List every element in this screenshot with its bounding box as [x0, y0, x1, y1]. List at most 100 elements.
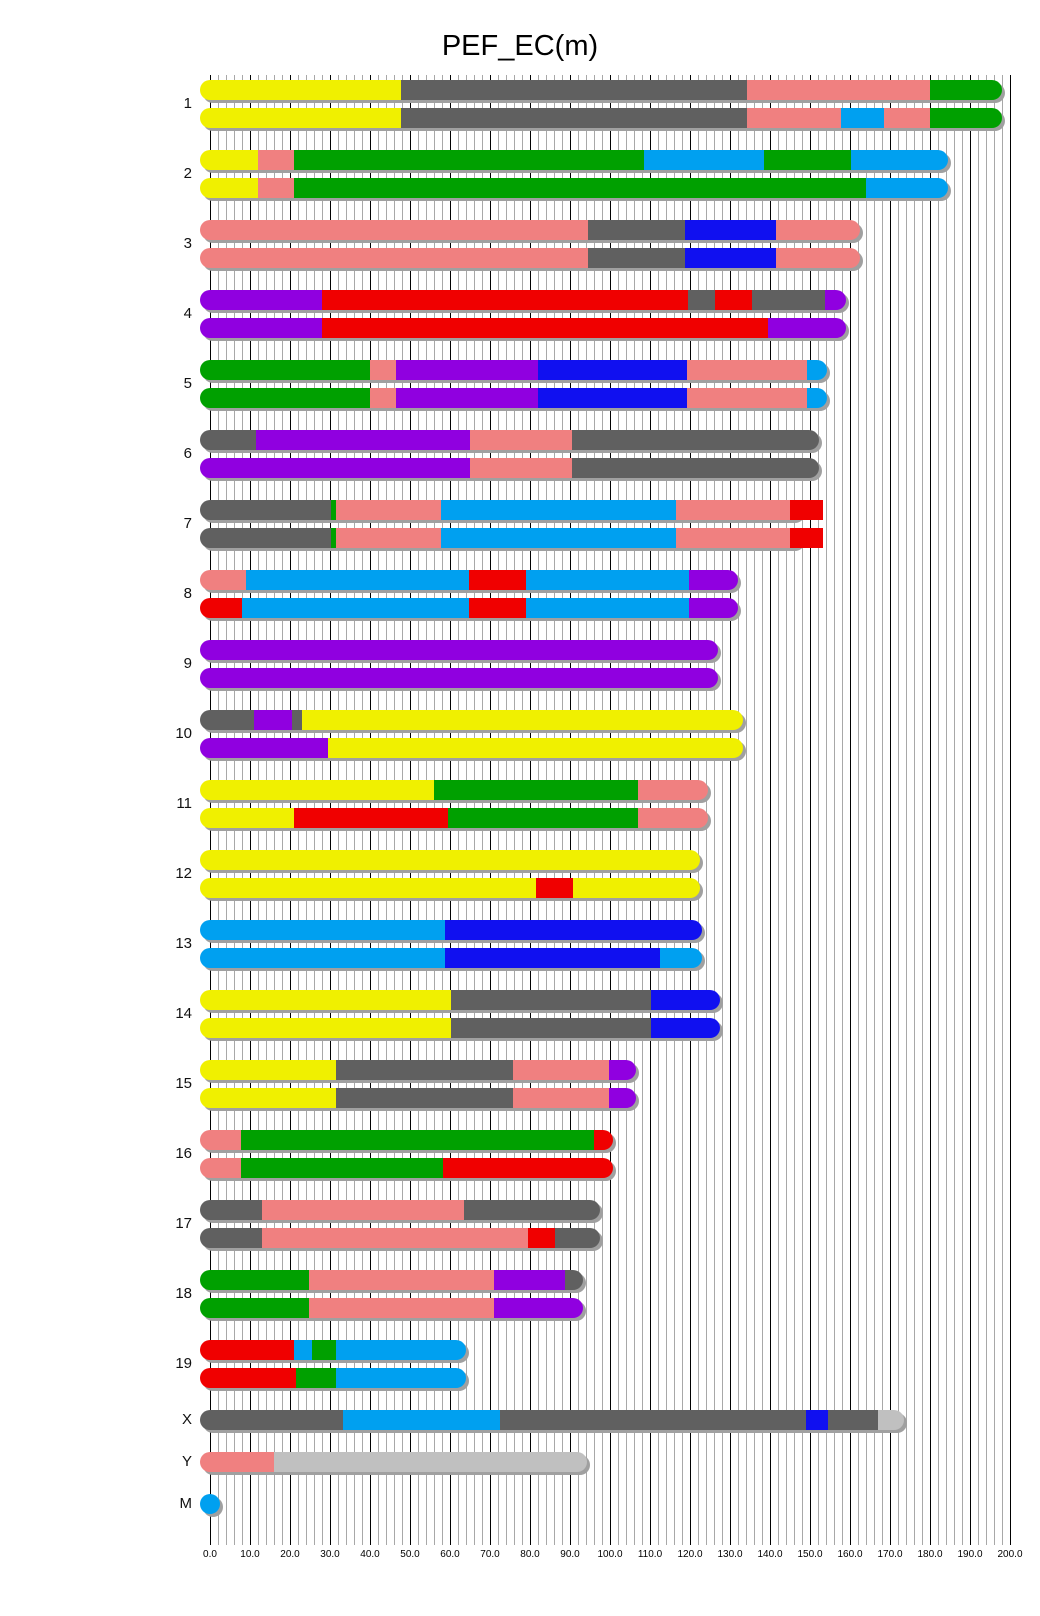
segment-P — [687, 388, 808, 408]
segment-P — [776, 220, 860, 240]
segment-B — [685, 220, 776, 240]
segment-L — [807, 360, 828, 380]
segment-N — [240, 1158, 443, 1178]
chromosome-label: 6 — [183, 445, 192, 462]
segment-P — [200, 1158, 241, 1178]
minor-gridline — [874, 75, 875, 1545]
x-tick-label: 20.0 — [280, 1549, 300, 1560]
major-gridline — [770, 75, 771, 1545]
segment-N — [240, 1130, 594, 1150]
minor-gridline — [866, 75, 867, 1545]
segment-B — [445, 920, 702, 940]
segment-L — [851, 150, 949, 170]
segment-L — [440, 528, 676, 548]
segment-P — [469, 458, 572, 478]
segment-V — [608, 1060, 636, 1080]
segment-N — [293, 178, 866, 198]
segment-P — [308, 1270, 495, 1290]
segment-V — [254, 710, 293, 730]
x-tick-label: 60.0 — [440, 1549, 460, 1560]
minor-gridline — [762, 75, 763, 1545]
segment-G — [572, 458, 819, 478]
segment-L — [246, 570, 469, 590]
segment-N — [929, 108, 1002, 128]
x-tick-label: 110.0 — [637, 1549, 663, 1560]
segment-N — [295, 1368, 336, 1388]
segment-G — [200, 710, 255, 730]
segment-V — [200, 318, 322, 338]
segment-Y — [200, 808, 295, 828]
segment-P — [676, 500, 791, 520]
segment-R — [790, 500, 824, 520]
segment-Y — [327, 738, 743, 758]
segment-G — [200, 528, 331, 548]
minor-gridline — [714, 75, 715, 1545]
segment-G — [200, 430, 257, 450]
x-tick-label: 160.0 — [837, 1549, 863, 1560]
segment-L — [840, 108, 885, 128]
segment-N — [312, 1340, 336, 1360]
segment-B — [805, 1410, 828, 1430]
segment-V — [608, 1088, 636, 1108]
x-tick-label: 140.0 — [757, 1549, 783, 1560]
segment-P — [687, 360, 808, 380]
major-gridline — [1010, 75, 1011, 1545]
chromosome-label: Y — [181, 1453, 192, 1470]
chromosome-label: 7 — [183, 515, 192, 532]
x-tick-label: 130.0 — [717, 1549, 743, 1560]
segment-G — [335, 1088, 514, 1108]
segment-P — [369, 360, 396, 380]
segment-G — [335, 1060, 514, 1080]
segment-S — [274, 1452, 587, 1472]
chromosome-label: M — [179, 1495, 193, 1512]
chromosome-label: 14 — [175, 1005, 192, 1022]
segment-R — [593, 1130, 613, 1150]
chromosome-label: 2 — [183, 165, 192, 182]
x-tick-label: 100.0 — [597, 1549, 623, 1560]
segment-R — [294, 808, 448, 828]
segment-G — [451, 990, 652, 1010]
segment-L — [242, 598, 469, 618]
segment-L — [525, 598, 690, 618]
segment-Y — [572, 878, 701, 898]
segment-P — [676, 528, 791, 548]
segment-R — [528, 1228, 556, 1248]
segment-G — [588, 220, 686, 240]
minor-gridline — [786, 75, 787, 1545]
segment-S — [877, 1410, 904, 1430]
segment-P — [638, 780, 709, 800]
minor-gridline — [986, 75, 987, 1545]
minor-gridline — [994, 75, 995, 1545]
x-tick-label: 40.0 — [360, 1549, 380, 1560]
segment-P — [747, 108, 841, 128]
chromosome-label: 15 — [175, 1075, 192, 1092]
major-gridline — [730, 75, 731, 1545]
segment-L — [200, 1494, 220, 1514]
segment-P — [261, 1228, 529, 1248]
segment-Y — [200, 990, 452, 1010]
segment-P — [776, 248, 860, 268]
segment-Y — [200, 1018, 452, 1038]
minor-gridline — [802, 75, 803, 1545]
minor-gridline — [706, 75, 707, 1545]
segment-V — [494, 1298, 583, 1318]
chromosome-label: 16 — [175, 1145, 192, 1162]
segment-N — [330, 528, 336, 548]
segment-Y — [200, 150, 259, 170]
segment-N — [200, 360, 370, 380]
segment-G — [555, 1228, 600, 1248]
segment-L — [342, 1410, 500, 1430]
chromosome-label: 1 — [183, 95, 192, 112]
segment-B — [685, 248, 776, 268]
segment-G — [200, 1228, 262, 1248]
major-gridline — [970, 75, 971, 1545]
segment-Y — [200, 80, 401, 100]
segment-P — [335, 500, 441, 520]
segment-V — [200, 668, 719, 688]
segment-G — [688, 290, 716, 310]
segment-N — [433, 780, 638, 800]
x-tick-label: 90.0 — [560, 1549, 580, 1560]
segment-B — [538, 360, 688, 380]
chromosome-label: 18 — [175, 1285, 192, 1302]
segment-G — [292, 710, 302, 730]
